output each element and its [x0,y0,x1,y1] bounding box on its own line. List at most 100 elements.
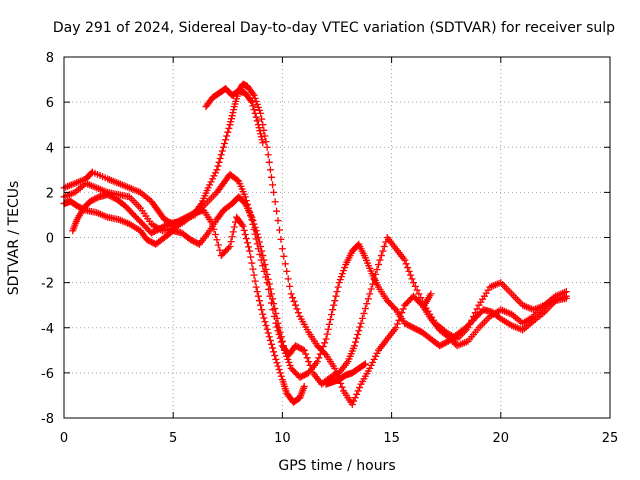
data-point [294,309,302,317]
data-point [281,260,289,268]
data-point [340,267,348,275]
data-point [252,227,260,235]
data-point [276,328,284,336]
data-point [257,243,265,251]
data-point [393,320,401,328]
data-point [372,352,380,360]
data-point [275,226,283,234]
data-point [315,354,323,362]
data-point [353,334,361,342]
data-point [228,112,236,120]
data-point [332,292,340,300]
y-tick-label: 8 [46,51,54,66]
data-point [259,139,267,147]
data-point [272,309,280,317]
data-point [254,121,262,129]
y-tick-label: -8 [41,412,54,427]
data-point [241,230,249,238]
data-point [263,143,271,151]
data-point [251,109,259,117]
data-point [265,280,273,288]
data-point [207,178,215,186]
data-point [364,295,372,303]
data-point [330,301,338,309]
data-point [260,314,268,322]
data-point [264,151,272,159]
data-point [254,234,262,241]
data-point [276,369,284,377]
data-point [248,98,256,106]
data-point [334,283,342,291]
data-point [251,277,259,285]
data-point [264,275,272,283]
data-point [250,271,258,279]
data-point [258,115,266,123]
x-axis-label: GPS time / hours [278,458,395,474]
data-point [204,184,212,192]
data-point [328,311,336,319]
data-point [321,339,329,347]
x-tick-label: 20 [493,431,510,446]
data-point [277,235,285,243]
data-point [241,193,249,201]
data-point [255,124,263,132]
y-tick-label: -4 [41,322,54,337]
data-point [258,306,266,314]
data-point [335,279,343,287]
data-point [211,169,219,177]
data-point [333,288,341,296]
data-point [259,252,267,260]
data-point [287,290,295,298]
data-point [278,337,286,345]
data-point [262,265,270,273]
data-point [300,346,308,354]
data-point [285,358,293,366]
data-point [325,320,333,328]
data-point [209,175,217,183]
data-point [249,102,257,110]
data-point [242,235,250,243]
y-tick-label: -6 [41,367,54,382]
data-point [217,151,225,159]
data-point [323,330,331,338]
data-point [413,286,421,294]
data-point [369,280,377,288]
data-point [210,172,218,180]
data-point [370,355,378,363]
data-point [239,222,247,230]
data-point [392,324,400,332]
data-point [283,352,291,360]
data-point [225,124,233,132]
data-point [319,343,327,351]
data-point [300,382,308,390]
data-point [271,198,279,206]
data-point [223,132,231,140]
data-point [225,244,233,252]
data-point [299,346,307,354]
data-point [290,297,298,305]
x-tick-label: 5 [169,431,177,446]
data-point [411,282,419,290]
data-point [230,106,238,114]
data-point [283,267,291,275]
data-point [215,158,223,166]
data-point [256,127,264,135]
data-point [255,238,263,246]
data-point [284,355,292,363]
data-point [354,387,362,395]
data-point [277,372,285,380]
data-point [377,252,385,260]
data-point [318,346,326,354]
data-point [261,132,269,140]
data-point [265,333,273,341]
data-point [281,346,289,354]
series-track-3 [60,193,570,381]
data-point [209,220,217,228]
data-point [391,304,399,312]
data-point [379,247,387,255]
data-point [279,342,287,350]
data-point [264,329,272,337]
data-point [273,314,281,322]
data-point [337,273,345,281]
data-point [263,325,271,333]
